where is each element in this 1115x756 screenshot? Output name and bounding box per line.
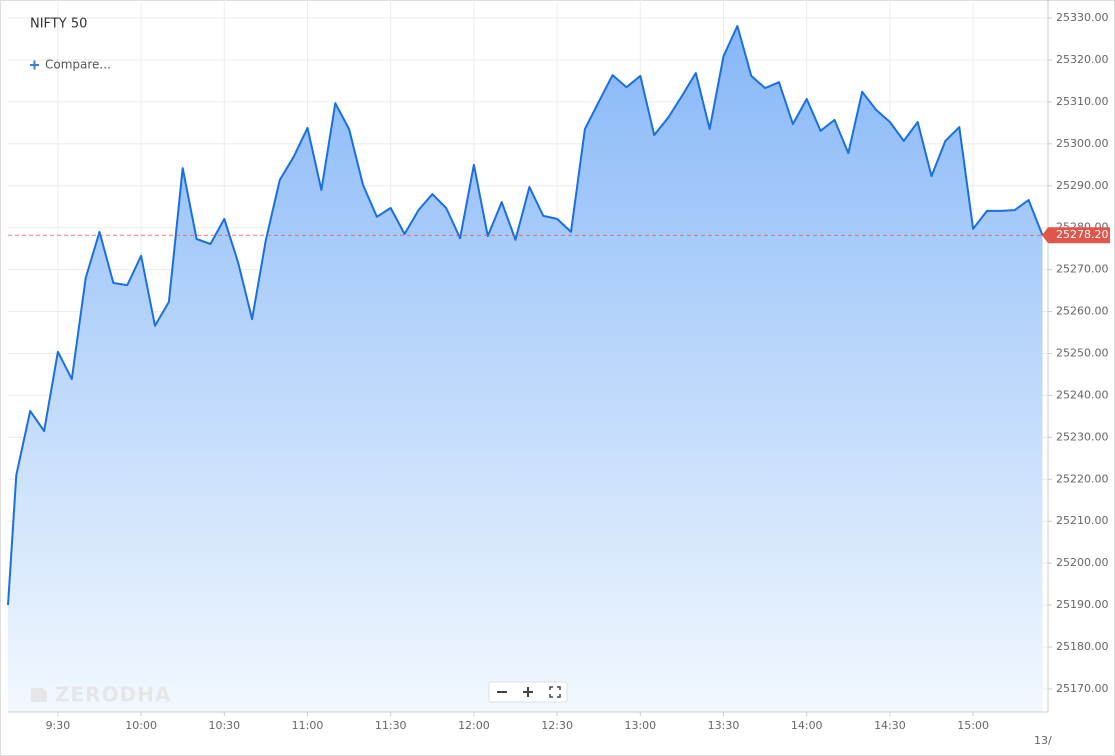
plus-icon (30, 60, 39, 70)
fullscreen[interactable] (549, 686, 561, 698)
x-tick-label: 14:30 (874, 719, 906, 732)
date-label: 13/ (1034, 734, 1052, 747)
y-tick-label: 25300.00 (1056, 137, 1109, 150)
watermark-icon (31, 688, 47, 702)
y-tick-label: 25190.00 (1056, 598, 1109, 611)
y-tick-label: 25310.00 (1056, 95, 1109, 108)
chart-title: NIFTY 50 (30, 17, 87, 32)
compare-button[interactable]: Compare... (30, 58, 111, 72)
y-tick-label: 25240.00 (1056, 388, 1109, 401)
x-tick-label: 12:00 (458, 719, 490, 732)
y-tick-label: 25200.00 (1056, 556, 1109, 569)
x-tick-label: 14:00 (791, 719, 823, 732)
y-tick-label: 25230.00 (1056, 430, 1109, 443)
x-tick-label: 11:00 (292, 719, 324, 732)
last-price-label: 25278.20 (1056, 228, 1109, 241)
watermark-text: ZERODHA (55, 683, 171, 707)
y-tick-label: 25260.00 (1056, 305, 1109, 318)
y-tick-label: 25220.00 (1056, 472, 1109, 485)
y-tick-label: 25180.00 (1056, 640, 1109, 653)
plot (7, 25, 1048, 712)
y-tick-label: 25170.00 (1056, 682, 1109, 695)
x-tick-label: 15:00 (957, 719, 989, 732)
price-line (7, 25, 1044, 606)
zoom-controls (488, 681, 568, 703)
y-tick-label: 25270.00 (1056, 263, 1109, 276)
x-tick-label: 13:00 (624, 719, 656, 732)
y-tick-label: 25210.00 (1056, 514, 1109, 527)
watermark: ZERODHA (31, 683, 171, 707)
compare-label[interactable]: Compare... (45, 58, 111, 72)
last-price-tag (1042, 227, 1110, 244)
y-tick-label: 25330.00 (1056, 11, 1109, 24)
x-tick-label: 10:00 (125, 719, 157, 732)
x-tick-label: 13:30 (708, 719, 740, 732)
x-tick-label: 10:30 (208, 719, 240, 732)
y-tick-label: 25320.00 (1056, 53, 1109, 66)
y-tick-label: 25290.00 (1056, 179, 1109, 192)
x-tick-label: 12:30 (541, 719, 573, 732)
x-tick-label: 9:30 (46, 719, 71, 732)
y-tick-label: 25250.00 (1056, 346, 1109, 359)
area-fill (8, 26, 1043, 712)
zoom-in[interactable] (523, 687, 533, 697)
x-tick-label: 11:30 (375, 719, 407, 732)
